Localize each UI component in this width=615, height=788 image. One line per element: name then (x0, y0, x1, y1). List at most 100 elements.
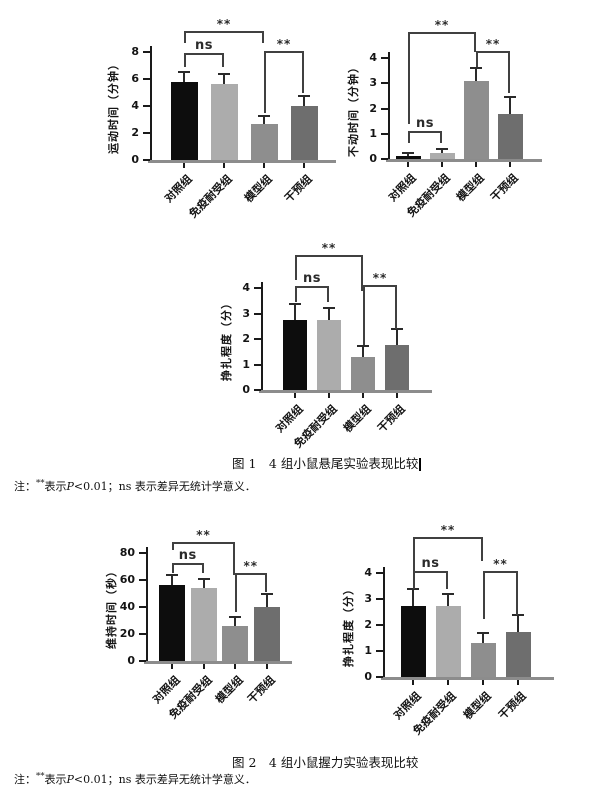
error-bar-line (328, 309, 330, 320)
text-cursor (419, 458, 422, 471)
error-bar-line (441, 150, 443, 154)
y-tick (381, 132, 388, 135)
y-tick-label: 3 (364, 592, 372, 605)
bar (351, 356, 375, 390)
sig-label: ** (196, 527, 211, 542)
bar (210, 84, 238, 160)
error-bar-line (447, 595, 449, 606)
x-tick (407, 162, 409, 167)
sig-label: ns (195, 37, 213, 53)
error-bar-cap (298, 95, 310, 98)
fig2-note[interactable]: 注：**表示P<0.01；ns 表示差异无统计学意义． (14, 771, 256, 787)
error-bar-cap (504, 96, 516, 99)
note-p-symbol: P (66, 480, 74, 493)
bar (290, 106, 318, 160)
y-tick-label: 6 (131, 72, 139, 85)
x-category-label-text: 免疫耐受组 (186, 172, 235, 221)
y-tick-label: 2 (364, 618, 372, 631)
x-axis (144, 661, 292, 664)
sig-bracket-bar (363, 284, 397, 287)
sig-label: ** (243, 558, 259, 573)
fig1-caption-text: 图 1 4 组小鼠悬尾实验表现比较 (232, 456, 419, 471)
fig2-caption[interactable]: 图 2 4 组小鼠握力实验表现比较 (232, 752, 418, 771)
y-tick-label: 0 (364, 670, 372, 683)
x-tick (362, 393, 364, 398)
sig-bracket-tick-left (172, 543, 174, 551)
error-bar-line (407, 154, 409, 156)
x-tick (396, 393, 398, 398)
y-tick-label: 0 (369, 152, 377, 165)
fig1-caption[interactable]: 图 1 4 组小鼠悬尾实验表现比较 (232, 453, 422, 472)
note-rest: <0.01；ns 表示差异无统计学意义． (73, 773, 256, 786)
fig2-struggle-score-chart: 0 1 2 3 4 对照组 免疫耐受组 模型组 干预组 ns ** ** (364, 523, 554, 737)
error-bar-line (202, 580, 205, 589)
sig-bracket-tick-right (264, 574, 267, 593)
y-tick (139, 606, 146, 608)
sig-bracket-bar (413, 537, 483, 540)
y-tick-label: 3 (369, 76, 377, 90)
x-axis (381, 677, 554, 680)
sig-label: ns (178, 548, 197, 564)
fig1-note[interactable]: 注：**表示P<0.01；ns 表示差异无统计学意义． (14, 478, 256, 494)
x-tick (183, 163, 185, 168)
y-tick-label: 4 (131, 99, 139, 112)
fig1-immobility-time-chart: 0 1 2 3 4 对照组 免疫耐受组 模型组 干预组 ns ** ** (369, 18, 542, 219)
error-bar-cap (442, 593, 454, 596)
error-bar-cap (218, 72, 230, 75)
y-tick (139, 579, 146, 581)
y-tick-label: 40 (119, 600, 135, 613)
y-tick (254, 312, 261, 315)
note-mid: 表示 (44, 480, 67, 493)
y-tick-label: 80 (119, 546, 135, 559)
sig-label: ** (276, 37, 292, 52)
x-axis (148, 160, 336, 163)
y-axis (383, 567, 385, 677)
x-category-label-text: 干预组 (488, 171, 521, 204)
sig-bracket-tick-left (408, 34, 410, 124)
note-rest: <0.01；ns 表示差异无统计学意义． (73, 480, 256, 493)
error-bar-cap (260, 592, 273, 595)
sig-label: ** (216, 17, 232, 32)
sig-bracket-tick-right (516, 573, 518, 615)
error-bar-line (171, 575, 173, 586)
error-bar-cap (512, 613, 524, 616)
fig1-struggle-score-chart: 0 1 2 3 4 对照组 免疫耐受组 模型组 干预组 ns ** ** (242, 241, 432, 450)
x-tick (475, 162, 477, 167)
sig-bracket-tick-left (172, 565, 174, 574)
y-tick (139, 633, 146, 635)
y-tick-label: 1 (364, 644, 372, 657)
sig-bracket-tick-left (476, 52, 478, 67)
sig-bracket-tick-right (222, 54, 224, 67)
y-tick-label: 1 (242, 357, 250, 371)
note-prefix: 注： (14, 480, 36, 493)
x-category-label-text: 模型组 (341, 402, 374, 435)
y-tick-label: 20 (119, 627, 135, 640)
y-axis (388, 52, 390, 159)
sig-bracket-bar (476, 50, 510, 53)
y-tick (139, 660, 146, 662)
y-tick (376, 676, 383, 678)
sig-bracket-bar (235, 572, 267, 575)
y-tick (376, 598, 383, 600)
error-bar-line (412, 590, 414, 606)
bar (250, 124, 278, 160)
x-category-label-text: 模型组 (242, 172, 275, 205)
note-significance-mark: ** (36, 478, 45, 489)
sig-bracket-tick-left (413, 539, 415, 573)
x-tick (328, 393, 330, 398)
sig-bracket-tick-left (408, 132, 410, 143)
x-tick (447, 680, 449, 685)
y-tick (381, 57, 388, 59)
bar (317, 319, 341, 390)
bar (470, 643, 496, 677)
error-bar-line (362, 346, 364, 357)
bar (497, 113, 523, 159)
bar (395, 155, 421, 159)
y-tick (381, 158, 388, 160)
x-tick (303, 163, 305, 168)
sig-bracket-tick-right (474, 34, 476, 52)
x-tick (441, 162, 443, 167)
y-tick-label: 2 (131, 126, 139, 139)
bar (283, 319, 307, 390)
bar (385, 344, 409, 390)
